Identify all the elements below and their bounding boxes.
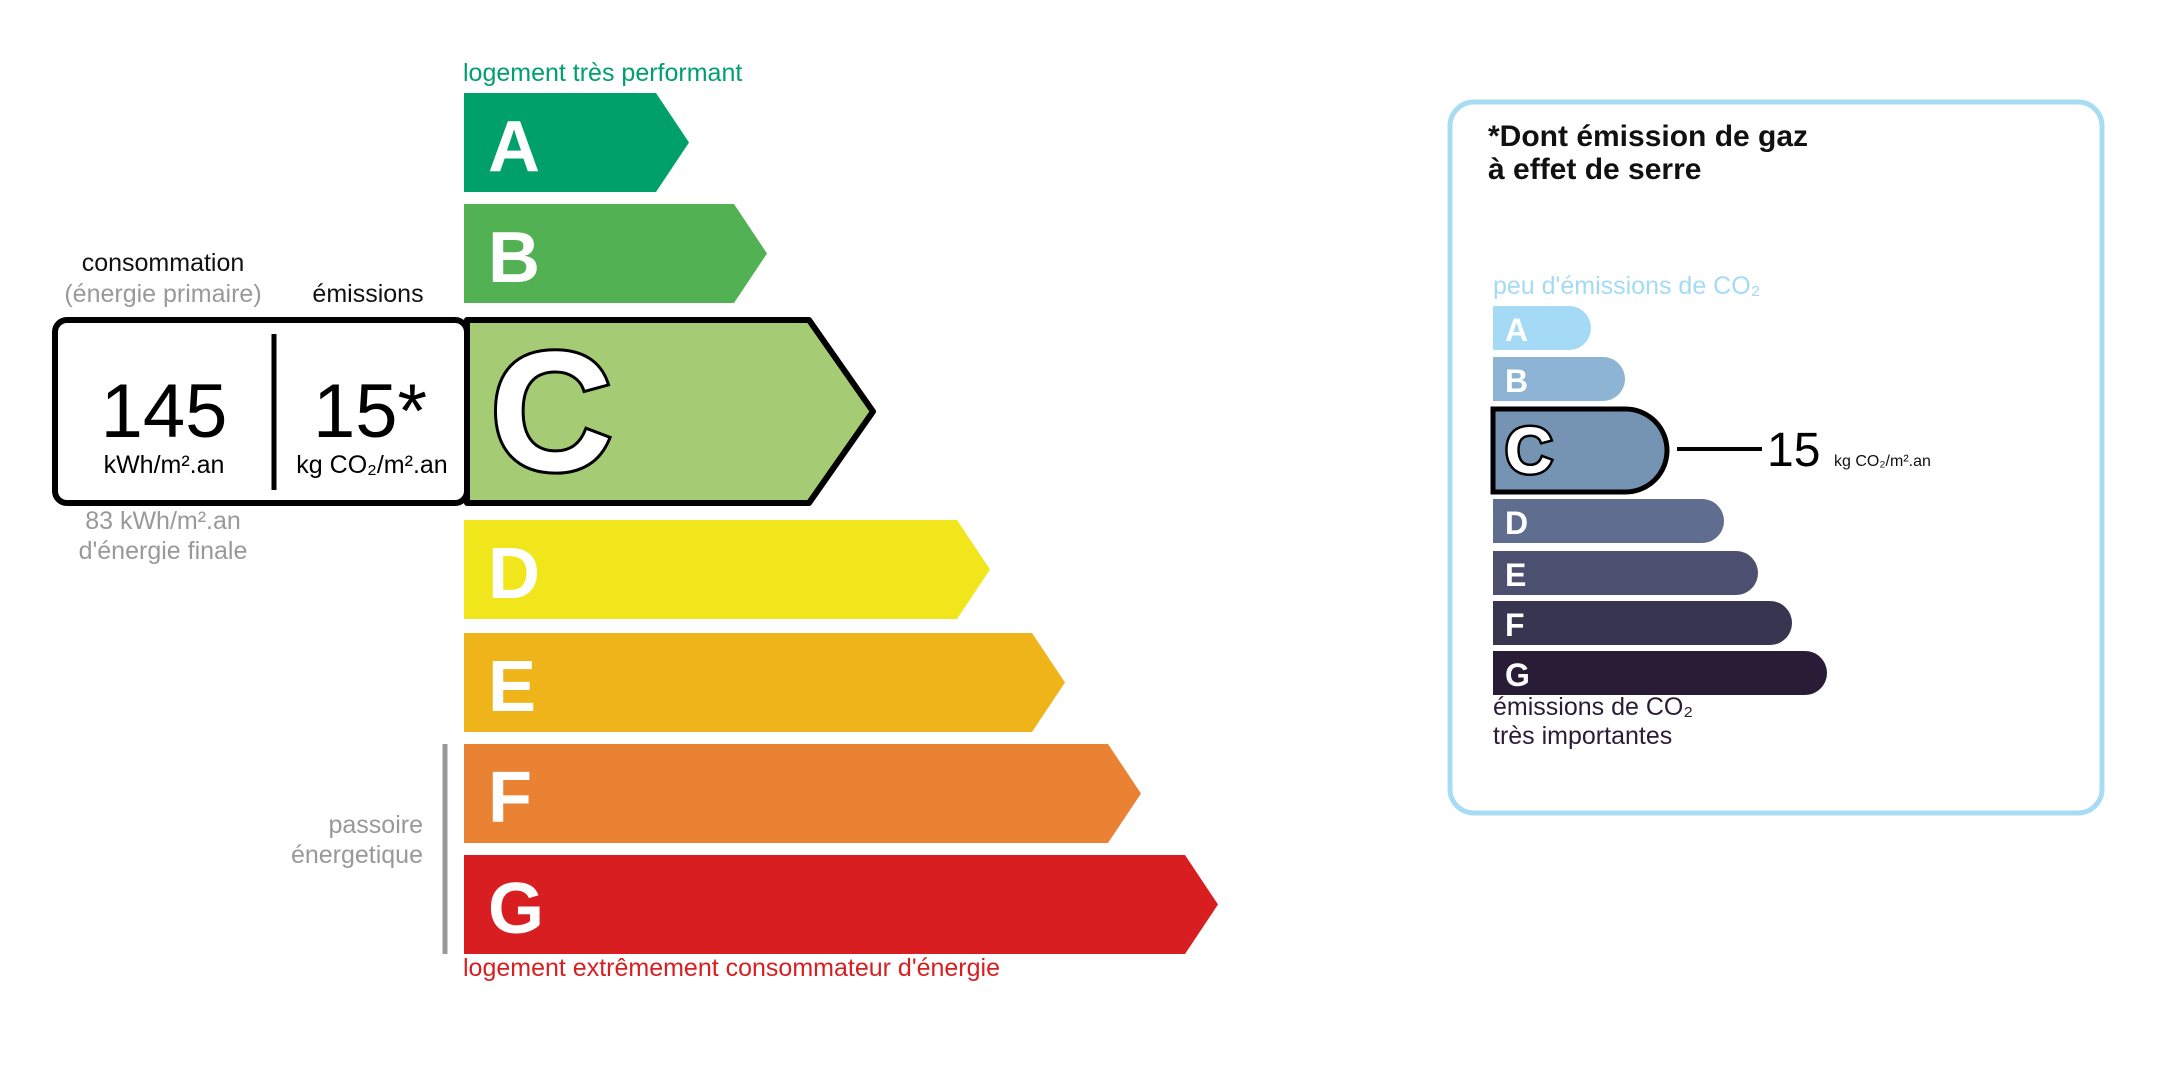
emissions-value: 15* xyxy=(312,369,428,454)
emissions-unit: kg CO₂/m².an xyxy=(296,451,448,479)
ges-class-bar-g xyxy=(1493,651,1827,695)
energy-class-bar-d xyxy=(464,520,990,619)
energy-class-letter-g: G xyxy=(488,869,544,949)
energy-class-letter-d: D xyxy=(488,534,540,614)
energy-class-letter-e: E xyxy=(488,647,536,727)
passoire-label-1: passoire xyxy=(328,811,424,839)
emissions-heading: émissions xyxy=(312,280,424,308)
ges-class-bar-c-current xyxy=(1490,406,1670,495)
ges-class-bar-e xyxy=(1493,551,1758,595)
consumption-subheading: (énergie primaire) xyxy=(64,280,262,308)
consumption-value: 145 xyxy=(100,369,228,454)
ges-class-letter-g: G xyxy=(1505,657,1530,693)
ges-title-line-2: à effet de serre xyxy=(1488,153,1702,186)
ges-title-line-1: *Dont émission de gaz xyxy=(1488,120,1809,153)
energy-class-bar-g xyxy=(464,855,1218,954)
passoire-label-2: énergetique xyxy=(290,841,423,869)
ges-class-letter-b: B xyxy=(1505,363,1528,399)
ges-bottom-label-2: très importantes xyxy=(1493,722,1673,750)
energy-class-bar-c-current xyxy=(464,317,876,506)
ges-value: 15 xyxy=(1767,424,1821,477)
ges-class-letter-f: F xyxy=(1505,607,1525,643)
ges-class-bar-f xyxy=(1493,601,1792,645)
ges-bottom-label-1: émissions de CO₂ xyxy=(1493,693,1694,721)
ges-class-letter-c: C xyxy=(1505,413,1553,487)
ges-class-bar-b xyxy=(1493,357,1625,401)
ges-class-letter-d: D xyxy=(1505,505,1528,541)
ges-class-bar-a xyxy=(1493,306,1591,350)
energy-top-label: logement très performant xyxy=(463,59,743,87)
energy-bottom-label: logement extrêmement consommateur d'éner… xyxy=(463,954,1000,982)
ges-class-bar-d xyxy=(1493,499,1724,543)
final-energy-label: d'énergie finale xyxy=(78,537,248,565)
ges-unit: kg CO₂/m².an xyxy=(1834,453,1931,470)
ges-class-letter-e: E xyxy=(1505,557,1526,593)
energy-class-letter-b: B xyxy=(488,218,540,298)
energy-class-bar-e xyxy=(464,633,1065,732)
energy-class-bar-a xyxy=(464,93,689,192)
consumption-heading: consommation xyxy=(81,249,245,277)
energy-class-bar-b xyxy=(464,204,767,303)
ges-class-letter-a: A xyxy=(1505,312,1528,348)
energy-class-bar-f xyxy=(464,744,1141,843)
consumption-unit: kWh/m².an xyxy=(103,451,225,479)
energy-class-letter-a: A xyxy=(488,107,540,187)
energy-class-letter-f: F xyxy=(488,758,532,838)
ges-top-label: peu d'émissions de CO₂ xyxy=(1493,272,1761,300)
final-energy-value: 83 kWh/m².an xyxy=(85,507,241,535)
energy-class-letter-c: C xyxy=(490,317,613,507)
ges-panel-border xyxy=(1447,99,2105,816)
